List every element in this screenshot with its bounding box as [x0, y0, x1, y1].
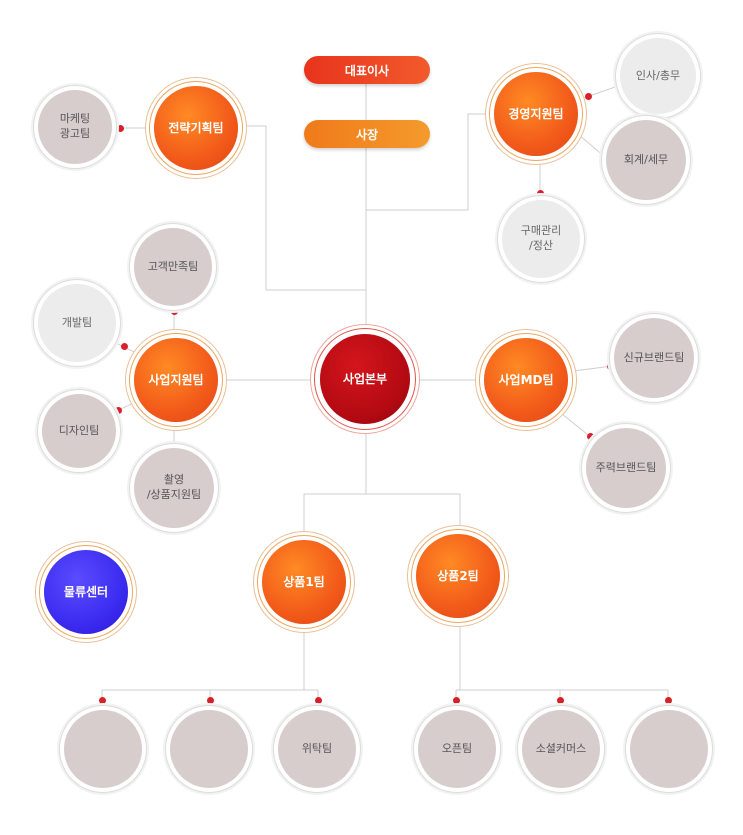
accounting-team-node: 회계/세무 — [606, 120, 686, 200]
ceo-label: 대표이사 — [344, 63, 390, 78]
strategy-team-node: 전략기획팀 — [154, 86, 238, 170]
hr-team-label: 인사/총무 — [635, 68, 681, 82]
photo-support-team-label: 촬영 /상품지원팀 — [146, 473, 202, 501]
main-brand-team-label: 주력브랜드팀 — [595, 460, 657, 474]
main-brand-team-node: 주력브랜드팀 — [586, 428, 666, 508]
accounting-team-label: 회계/세무 — [623, 152, 669, 166]
product2-team-label: 상품2팀 — [437, 568, 479, 583]
product1-sub-node — [170, 710, 248, 788]
connector-dot — [116, 124, 124, 132]
logistics-center-label: 물류센터 — [63, 584, 109, 599]
biz-md-team-node: 사업MD팀 — [484, 338, 568, 422]
cs-team-node: 고객만족팀 — [134, 228, 212, 306]
line-newbrand — [565, 365, 613, 373]
president-node: 사장 — [304, 120, 430, 148]
connector-dot — [584, 92, 592, 100]
biz-md-team-label: 사업MD팀 — [498, 372, 554, 387]
social-commerce-node: 소셜커머스 — [522, 710, 600, 788]
consignment-team-label: 위탁팀 — [301, 741, 333, 755]
design-team-node: 디자인팀 — [42, 394, 116, 468]
connector-dot — [586, 432, 594, 440]
connector-dot — [606, 362, 614, 370]
new-brand-team-node: 신규브랜드팀 — [614, 318, 694, 398]
marketing-team-node: 마케팅 광고팀 — [38, 90, 112, 164]
social-commerce-label: 소셜커머스 — [535, 741, 587, 755]
connector-dot — [556, 696, 564, 704]
connector-dot — [452, 696, 460, 704]
line-products — [303, 493, 461, 536]
cs-team-label: 고객만족팀 — [147, 259, 199, 273]
connector-dot — [536, 189, 544, 197]
consignment-team-node: 위탁팀 — [278, 710, 356, 788]
open-team-label: 오픈팀 — [441, 741, 473, 755]
product2-sub-node — [630, 710, 708, 788]
design-team-label: 디자인팀 — [58, 423, 100, 437]
connector-dot — [170, 307, 178, 315]
open-team-node: 오픈팀 — [418, 710, 496, 788]
product1-team-node: 상품1팀 — [262, 540, 346, 624]
logistics-center-node: 물류센터 — [44, 550, 128, 634]
purchasing-team-node: 구매관리 /정산 — [502, 200, 580, 278]
connector-dot — [170, 440, 178, 448]
connector-dot — [664, 696, 672, 704]
connector-dot — [206, 696, 214, 704]
strategy-team-label: 전략기획팀 — [168, 120, 224, 135]
line-accounting — [577, 133, 607, 159]
line-management — [366, 113, 490, 211]
ceo-node: 대표이사 — [304, 56, 430, 84]
business-hq-label: 사업본부 — [342, 371, 388, 386]
management-team-label: 경영지원팀 — [508, 106, 564, 121]
dev-team-node: 개발팀 — [38, 284, 116, 362]
connector-dot — [120, 342, 128, 350]
product1-sub-node — [64, 710, 142, 788]
purchasing-team-label: 구매관리 /정산 — [520, 224, 562, 252]
biz-support-team-node: 사업지원팀 — [134, 338, 218, 422]
dev-team-label: 개발팀 — [61, 315, 93, 329]
line-strategy — [240, 125, 366, 291]
management-team-node: 경영지원팀 — [494, 72, 578, 156]
connector-dot — [114, 406, 122, 414]
connector-dot — [314, 696, 322, 704]
marketing-team-label: 마케팅 광고팀 — [59, 112, 91, 140]
connector-dot — [98, 696, 106, 704]
product2-team-node: 상품2팀 — [416, 534, 500, 618]
hr-team-node: 인사/총무 — [620, 38, 696, 114]
photo-support-team-node: 촬영 /상품지원팀 — [134, 448, 214, 528]
new-brand-team-label: 신규브랜드팀 — [623, 350, 685, 364]
line-hr — [577, 85, 619, 101]
product1-team-label: 상품1팀 — [283, 574, 325, 589]
biz-support-team-label: 사업지원팀 — [148, 372, 204, 387]
president-label: 사장 — [355, 127, 379, 142]
business-hq-node: 사업본부 — [320, 334, 410, 424]
